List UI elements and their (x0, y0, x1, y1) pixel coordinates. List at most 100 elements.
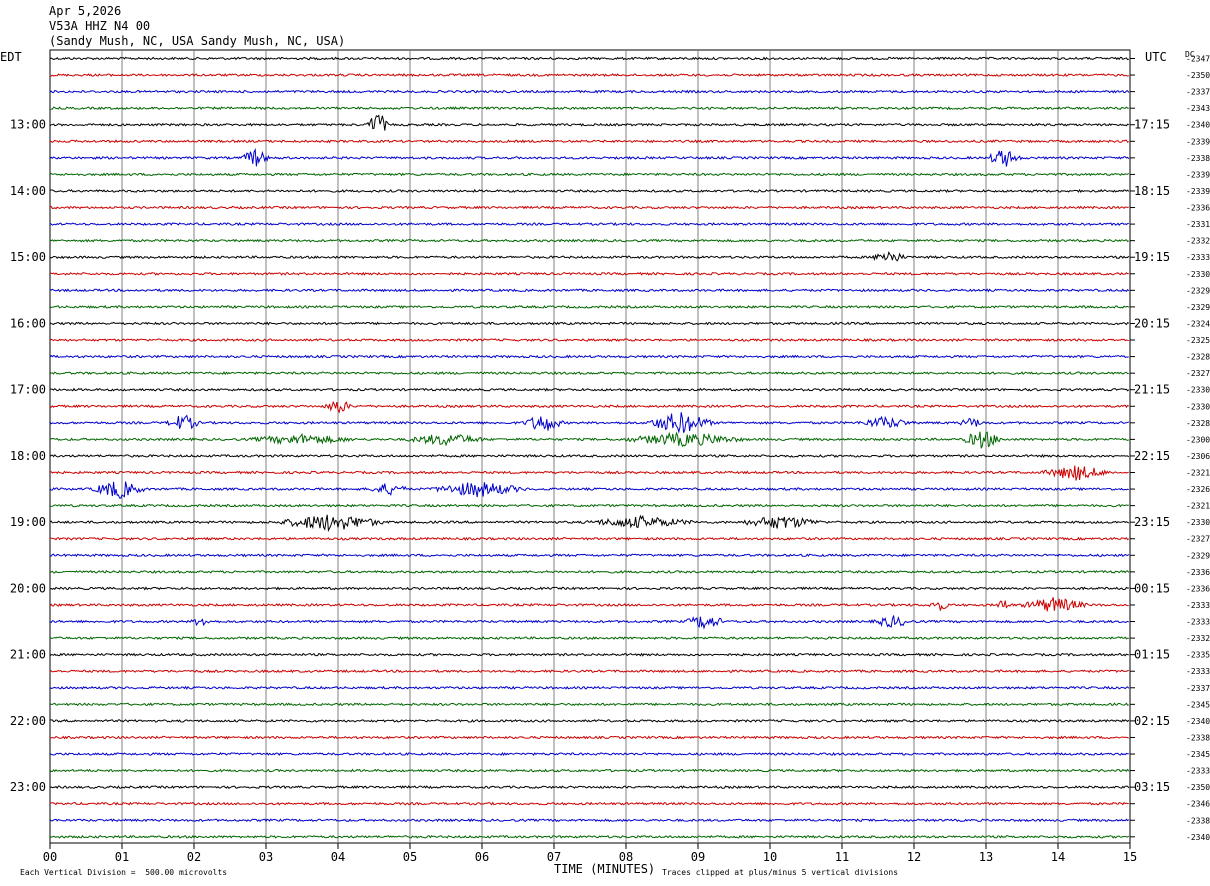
seismic-trace-row-29 (49, 536, 1130, 541)
seismic-trace-row-27 (49, 503, 1129, 508)
seismic-trace-row-45 (49, 801, 1129, 806)
x-tick-label: 15 (1123, 850, 1137, 864)
right-hour-label: 00:15 (1134, 581, 1170, 595)
dc-offset-label: -2350 (1186, 71, 1210, 80)
right-hour-label: 03:15 (1134, 780, 1170, 794)
scale-note: Each Vertical Division = 500.00 microvol… (20, 868, 228, 877)
right-hour-label: 17:15 (1134, 118, 1170, 132)
dc-offset-label: -2346 (1186, 800, 1210, 809)
seismic-trace-row-15 (49, 304, 1130, 309)
dc-offset-label: -2325 (1186, 336, 1210, 345)
dc-offset-label: -2340 (1186, 717, 1210, 726)
dc-offset-label: -2336 (1186, 584, 1210, 593)
seismic-trace-row-24 (49, 453, 1130, 459)
seismic-trace-row-35 (49, 636, 1129, 641)
seismic-trace-row-46 (49, 818, 1130, 823)
seismic-trace-row-47 (49, 834, 1130, 839)
seismic-trace-row-43 (49, 768, 1130, 773)
seismic-trace-row-39 (49, 702, 1129, 707)
dc-offset-label: -2331 (1186, 220, 1210, 229)
dc-offset-label: -2330 (1186, 402, 1210, 411)
dc-offset-label: -2327 (1186, 369, 1210, 378)
seismic-trace-row-17 (49, 338, 1129, 343)
seismic-trace-row-3 (49, 106, 1129, 111)
right-timezone-label: UTC (1145, 50, 1167, 64)
right-hour-label: 22:15 (1134, 449, 1170, 463)
dc-offset-label: -2337 (1186, 88, 1210, 97)
seismic-trace-row-22 (49, 412, 1130, 434)
seismic-trace-row-23 (49, 431, 1129, 449)
dc-offset-label: -2333 (1186, 601, 1210, 610)
right-hour-label: 01:15 (1134, 648, 1170, 662)
x-tick-label: 08 (619, 850, 633, 864)
seismic-trace-row-8 (49, 188, 1130, 194)
seismic-trace-row-33 (49, 597, 1129, 612)
left-hour-label: 15:00 (10, 250, 46, 264)
x-tick-label: 03 (259, 850, 273, 864)
seismic-trace-row-42 (49, 751, 1129, 757)
seismic-trace-row-12 (49, 251, 1130, 262)
left-hour-label: 14:00 (10, 184, 46, 198)
dc-offset-label: -2324 (1186, 319, 1210, 328)
dc-offset-label: -2332 (1186, 634, 1210, 643)
x-tick-label: 02 (187, 850, 201, 864)
right-hour-label: 20:15 (1134, 316, 1170, 330)
dc-offset-label: -2337 (1186, 684, 1210, 693)
seismic-trace-row-9 (49, 205, 1129, 210)
x-tick-label: 13 (979, 850, 993, 864)
seismic-trace-row-34 (49, 615, 1129, 630)
x-tick-label: 14 (1051, 850, 1065, 864)
seismic-trace-row-41 (49, 735, 1130, 740)
dc-offset-label: -2336 (1186, 204, 1210, 213)
left-hour-label: 18:00 (10, 449, 46, 463)
seismic-trace-row-7 (49, 172, 1130, 177)
x-axis-label: TIME (MINUTES) (554, 862, 656, 876)
x-tick-label: 00 (43, 850, 57, 864)
dc-offset-label: -2333 (1186, 618, 1210, 627)
x-tick-label: 06 (475, 850, 489, 864)
seismic-trace-row-20 (49, 387, 1130, 392)
seismic-trace-row-37 (49, 669, 1129, 674)
dc-offset-label: -2347 (1186, 55, 1210, 64)
left-hour-label: 17:00 (10, 383, 46, 397)
chart-location: (Sandy Mush, NC, USA Sandy Mush, NC, USA… (49, 34, 346, 48)
dc-label: DC (1185, 50, 1195, 59)
dc-offset-label: -2336 (1186, 568, 1210, 577)
dc-offset-label: -2333 (1186, 667, 1210, 676)
seismic-trace-row-28 (49, 514, 1130, 533)
x-tick-label: 01 (115, 850, 129, 864)
dc-offset-label: -2333 (1186, 767, 1210, 776)
seismic-trace-row-0 (49, 56, 1129, 61)
dc-offset-label: -2329 (1186, 286, 1210, 295)
chart-date: Apr 5,2026 (49, 4, 122, 18)
dc-offset-label: -2345 (1186, 750, 1210, 759)
dc-offset-label: -2339 (1186, 187, 1210, 196)
dc-offset-label: -2332 (1186, 237, 1210, 246)
seismic-trace-row-40 (49, 718, 1130, 723)
seismic-trace-row-25 (49, 465, 1129, 481)
x-tick-label: 09 (691, 850, 705, 864)
left-timezone-label: EDT (0, 50, 22, 64)
dc-offset-label: -2345 (1186, 700, 1210, 709)
right-hour-label: 19:15 (1134, 250, 1170, 264)
dc-offset-label: -2340 (1186, 121, 1210, 130)
seismic-trace-row-5 (49, 139, 1130, 144)
left-hour-label: 22:00 (10, 714, 46, 728)
dc-offset-label: -2329 (1186, 551, 1210, 560)
seismic-trace-row-32 (49, 586, 1129, 591)
seismic-trace-row-4 (49, 114, 1130, 131)
x-tick-label: 07 (547, 850, 561, 864)
left-hour-label: 19:00 (10, 515, 46, 529)
left-hour-label: 13:00 (10, 118, 46, 132)
dc-offset-label: -2340 (1186, 833, 1210, 842)
seismic-trace-row-36 (49, 652, 1129, 657)
dc-offset-label: -2338 (1186, 154, 1210, 163)
seismic-trace-row-21 (49, 400, 1130, 414)
x-tick-label: 10 (763, 850, 777, 864)
seismic-trace-row-26 (49, 481, 1129, 499)
dc-offset-label: -2339 (1186, 137, 1210, 146)
seismic-trace-row-13 (49, 271, 1129, 276)
dc-offset-label: -2350 (1186, 783, 1210, 792)
seismic-trace-row-38 (49, 685, 1130, 690)
